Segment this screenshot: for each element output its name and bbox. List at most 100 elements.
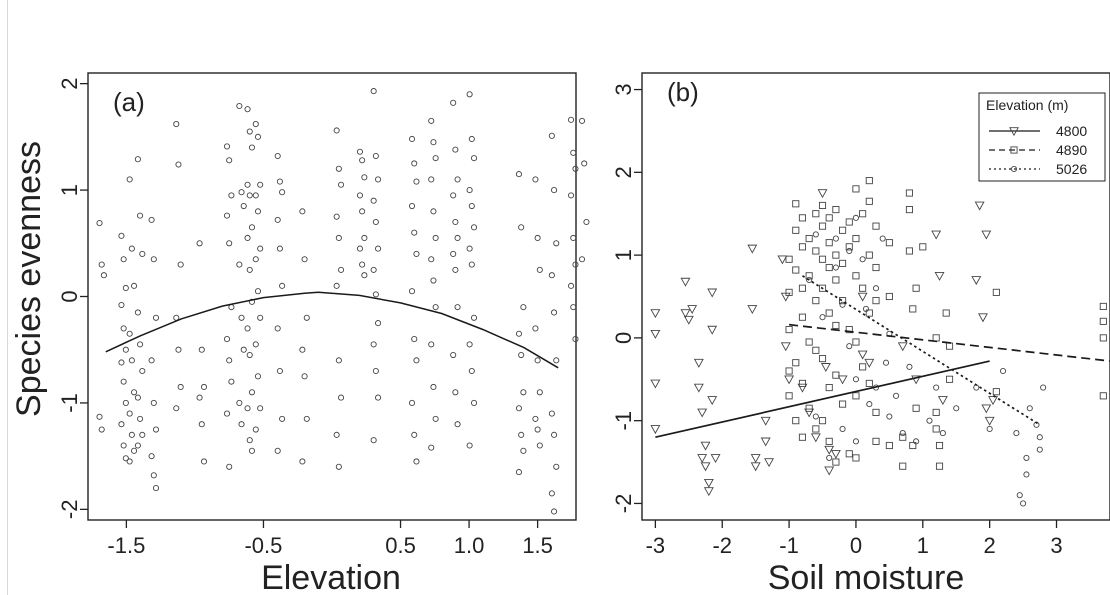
panel-a-point <box>534 426 541 433</box>
panel-b-point-5026 <box>852 214 859 221</box>
panel-a-point <box>299 208 306 215</box>
panel-a-point <box>148 357 155 364</box>
panel-a-point <box>126 458 133 465</box>
panel-a-point <box>413 250 420 257</box>
panel-b-point-4890 <box>852 338 860 346</box>
panel-b-point-4890 <box>818 284 827 292</box>
panel-a-point <box>572 165 579 172</box>
panel-a-point <box>120 378 127 385</box>
panel-a-points <box>96 88 590 515</box>
panel-b-point-4890 <box>852 454 860 462</box>
panel-b-point-4890 <box>812 425 820 433</box>
panel-a-point <box>299 458 306 465</box>
panel-b-point-5026 <box>999 367 1007 375</box>
panel-a-point <box>257 181 264 188</box>
panel-a-point <box>553 357 560 364</box>
legend-title: Elevation (m) <box>986 97 1068 113</box>
panel-b-point-4800 <box>760 437 771 447</box>
panel-a-point <box>532 325 539 332</box>
panel-b-point-4890 <box>825 239 833 247</box>
panel-a-point <box>333 282 340 289</box>
panel-a-point <box>226 357 233 364</box>
panel-a-point <box>375 394 382 401</box>
panel-b-point-4800 <box>984 416 995 426</box>
panel-a-point <box>372 291 379 298</box>
panel-a-point <box>570 304 577 311</box>
panel-a-point <box>279 415 286 422</box>
panel-b-point-4890 <box>905 206 913 214</box>
panel-a-point <box>335 165 342 172</box>
panel-a-point <box>470 314 478 321</box>
panel-a-point <box>279 282 286 289</box>
panel-a-point <box>452 146 459 153</box>
panel-a-point <box>518 431 525 438</box>
panel-b-x-tick-label: -2 <box>712 533 732 558</box>
panel-b-point-4890 <box>805 235 813 243</box>
panel-a-point <box>134 309 141 316</box>
panel-a-point <box>536 442 543 449</box>
panel-a-point <box>118 421 125 428</box>
panel-b-point-4890 <box>812 247 820 255</box>
panel-a-point <box>413 458 420 465</box>
panel-a-point <box>257 314 264 321</box>
panel-a-point <box>370 341 377 348</box>
panel-b-point-4800 <box>804 408 815 418</box>
panel-a-point <box>578 117 586 124</box>
panel-a-point <box>276 367 283 375</box>
panel-b-point-4800 <box>764 458 774 468</box>
panel-a-point <box>408 399 416 406</box>
panel-a-point <box>139 250 146 257</box>
panel-a-point <box>536 389 543 396</box>
panel-b-point-4800 <box>857 292 868 302</box>
panel-b-point-4890 <box>818 222 827 230</box>
panel-a-point <box>578 256 586 263</box>
panel-b-y-tick-label: -1 <box>611 411 636 431</box>
panel-a-point <box>532 415 539 422</box>
panel-b-x-tick-label: -3 <box>646 533 666 558</box>
panel-b-point-4890 <box>859 284 867 292</box>
panel-a-point <box>173 121 180 128</box>
panel-a-point <box>335 357 342 364</box>
panel-a-point <box>134 156 141 163</box>
panel-b-fit-line-5026 <box>802 275 1041 426</box>
panel-a-point <box>452 266 459 273</box>
panel-a-point <box>246 192 253 199</box>
panel-a-plot-frame <box>87 72 577 521</box>
panel-a-point <box>252 192 259 199</box>
panel-b-point-5026 <box>926 417 933 424</box>
panel-a-point <box>570 234 577 242</box>
panel-a-point <box>303 314 310 321</box>
panel-a-point <box>428 176 435 183</box>
panel-a-point <box>226 157 233 164</box>
panel-b-point-4890 <box>945 342 954 350</box>
panel-b-point-4800 <box>707 396 718 406</box>
panel-b-point-4800 <box>810 433 821 443</box>
panel-b-label: (b) <box>667 77 699 107</box>
panel-a-point <box>333 431 340 438</box>
panel-a-point <box>301 373 308 380</box>
panel-b-point-4890 <box>832 206 840 214</box>
panel-b-point-4800 <box>820 363 831 372</box>
panel-b-point-5026 <box>866 401 873 408</box>
panel-b-point-4800 <box>988 396 998 406</box>
panel-a-point <box>238 189 245 196</box>
panel-b-point-4890 <box>885 292 893 301</box>
panel-a-point <box>411 336 418 343</box>
panel-a-point <box>120 256 127 263</box>
panel-b-point-5026 <box>812 413 819 420</box>
panel-a-point <box>200 383 208 391</box>
legend-box <box>978 92 1106 182</box>
panel-a-point <box>246 437 253 444</box>
panel-b-point-5026 <box>839 301 846 308</box>
panel-a-point <box>244 405 251 412</box>
panel-a-y-tick-label: -2 <box>57 500 82 520</box>
panel-a-x-tick-label: 1.0 <box>454 533 485 558</box>
panel-b-point-4890 <box>798 313 807 321</box>
panel-b-x-axis-title: Soil moisture <box>768 559 965 595</box>
panel-b-point-4890 <box>899 462 907 470</box>
panel-b-point-4890 <box>919 243 927 251</box>
panel-a-point <box>359 208 366 215</box>
legend-entry-label-4800: 4800 <box>1056 123 1087 139</box>
panel-a-point <box>274 216 281 223</box>
panel-a-ticks: -1.5 -0.5 0.5 1.0 1.5 -2 -1 0 1 2 <box>57 78 553 558</box>
